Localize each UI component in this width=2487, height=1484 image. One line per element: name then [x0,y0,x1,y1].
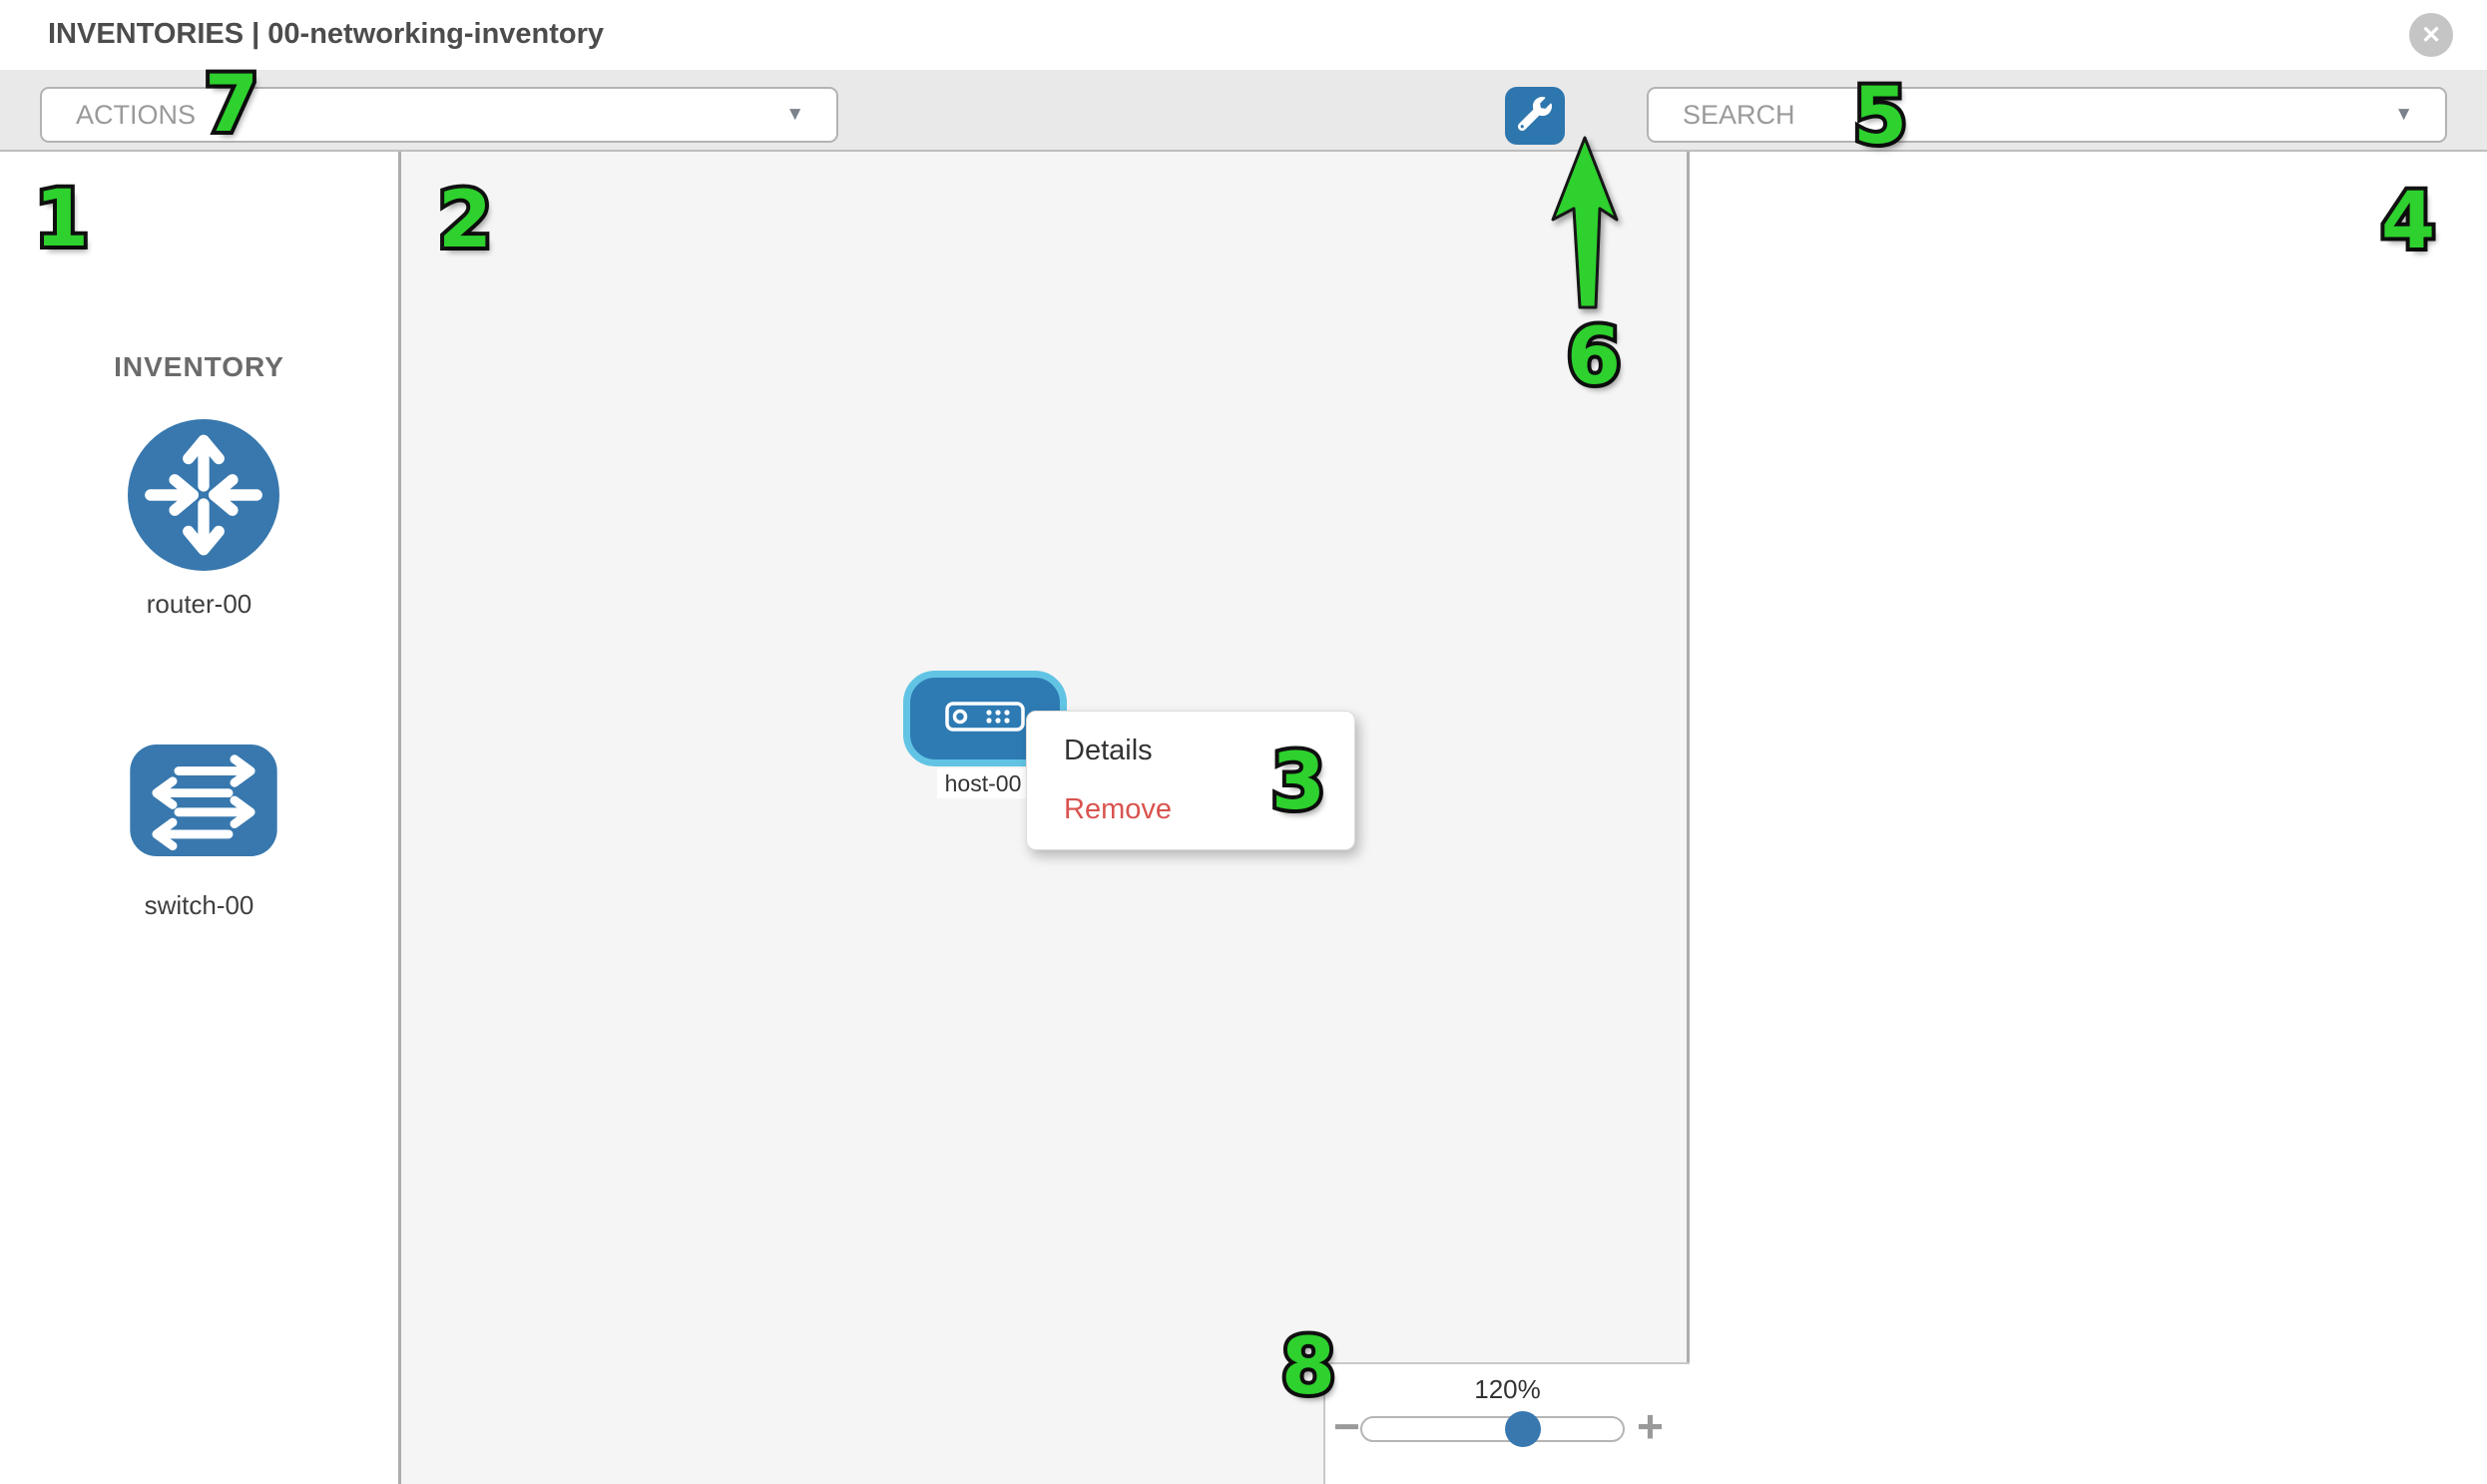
router-icon [128,419,279,575]
sidebar-item-switch[interactable] [130,744,277,861]
sidebar-item-label: switch-00 [144,890,254,920]
toolbar: ACTIONS ▼ SEARCH ▼ [0,70,2487,203]
host-node-label: host-00 [937,768,1029,798]
close-button[interactable]: ✕ [2409,13,2453,57]
zoom-panel: 120% − + [1323,1362,1690,1484]
zoom-in-button[interactable]: + [1637,1400,1664,1452]
actions-dropdown[interactable]: ACTIONS ▼ [40,87,838,143]
page-title: INVENTORIES | 00-networking-inventory [48,18,605,50]
caret-down-icon: ▼ [2394,104,2413,125]
toolbox-button[interactable] [1505,87,1565,145]
inventory-title: INVENTORY [114,351,284,382]
zoom-level-label: 120% [1474,1374,1541,1404]
context-menu: Details Remove [1026,711,1355,850]
zoom-out-button[interactable]: − [1333,1400,1360,1452]
close-icon: ✕ [2420,21,2442,49]
host-icon [945,701,1025,737]
search-dropdown-label: SEARCH [1683,99,1795,130]
details-panel: DETAILS * HOST NAME ? DESCRIPTION VARIAB… [1693,152,2487,1484]
sidebar-item-router[interactable] [128,419,279,576]
zoom-slider-thumb[interactable] [1505,1411,1541,1447]
wrench-icon [1517,96,1552,136]
switch-icon [130,744,277,860]
context-menu-item-details[interactable]: Details [1064,735,1153,766]
sidebar-item-label: router-00 [146,589,252,619]
inventory-sidebar: INVENTORY router-00 [0,152,401,1484]
context-menu-item-remove[interactable]: Remove [1064,793,1172,825]
actions-dropdown-label: ACTIONS [76,99,197,130]
zoom-slider[interactable] [1360,1411,1625,1447]
header: INVENTORIES | 00-networking-inventory ✕ [0,0,2487,70]
caret-down-icon: ▼ [785,104,804,125]
search-dropdown[interactable]: SEARCH ▼ [1647,87,2447,143]
